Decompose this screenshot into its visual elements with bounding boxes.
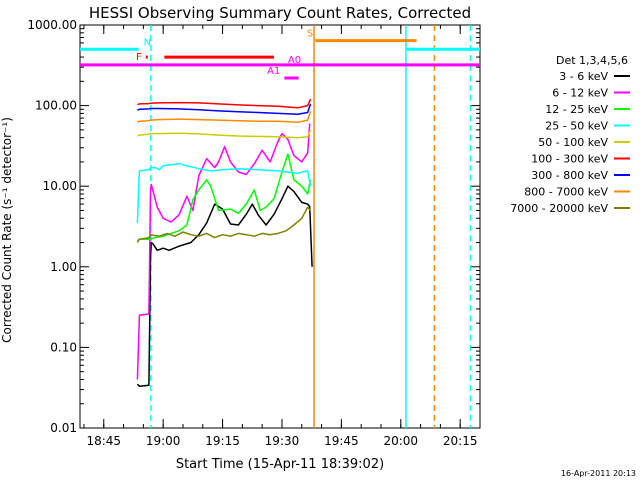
series-line-8: [136, 206, 312, 243]
state-label-F: F: [136, 52, 142, 63]
x-tick-label: 20:00: [383, 434, 418, 448]
series-line-0: [136, 185, 313, 387]
state-label-A0: A0: [288, 55, 301, 66]
y-tick-label: 1000.00: [27, 18, 77, 32]
legend-label-5: 100 - 300 keV: [531, 153, 608, 166]
y-axis-label: Corrected Count Rate (s⁻¹ detector⁻¹): [0, 117, 14, 343]
state-label-S: S: [307, 29, 313, 40]
legend-title: Det 1,3,4,5,6: [556, 54, 628, 67]
x-tick-label: 18:45: [86, 434, 121, 448]
x-tick-label: 19:45: [324, 434, 359, 448]
plot-frame: [79, 24, 481, 429]
series-line-4: [137, 129, 312, 139]
series-line-2: [136, 153, 312, 242]
legend-label-3: 25 - 50 keV: [545, 120, 608, 133]
state-label-N: N: [144, 37, 151, 48]
legend-label-8: 7000 - 20000 keV: [510, 202, 608, 215]
legend-label-6: 300 - 800 keV: [531, 169, 608, 182]
legend-label-7: 800 - 7000 keV: [524, 186, 608, 199]
x-tick-label: 19:30: [265, 434, 300, 448]
x-tick-label: 19:00: [146, 434, 181, 448]
x-tick-label: 19:15: [205, 434, 240, 448]
footer-timestamp: 16-Apr-2011 20:13: [561, 469, 636, 478]
y-tick-label: 10.00: [43, 179, 77, 193]
x-tick-label: 20:15: [443, 434, 478, 448]
series-line-5: [137, 98, 312, 109]
y-tick-label: 100.00: [35, 99, 77, 113]
series-line-7: [137, 111, 312, 124]
y-tick-label: 1.00: [50, 260, 77, 274]
legend-label-2: 12 - 25 keV: [545, 103, 608, 116]
legend-label-1: 6 - 12 keV: [552, 87, 608, 100]
x-axis-label: Start Time (15-Apr-11 18:39:02): [176, 457, 384, 472]
chart-title: HESSI Observing Summary Count Rates, Cor…: [89, 4, 471, 22]
series-line-1: [136, 123, 311, 380]
y-tick-label: 0.01: [50, 421, 77, 435]
legend-label-0: 3 - 6 keV: [559, 70, 608, 83]
legend-label-4: 50 - 100 keV: [538, 136, 608, 149]
series-line-3: [136, 162, 312, 223]
series-line-6: [137, 103, 312, 116]
state-label-A1: A1: [267, 66, 280, 77]
y-tick-label: 0.10: [50, 340, 77, 354]
plot-area: 0.01 0.10 1.00 10.00 100.00 1000.00 18:45 19:00…: [27, 18, 481, 448]
